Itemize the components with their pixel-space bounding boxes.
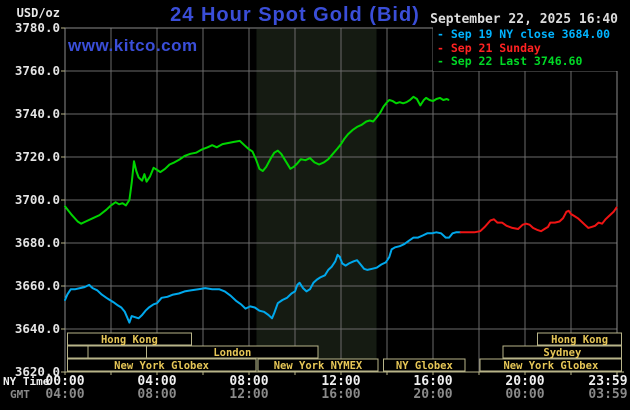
- y-tick-label: 3680.0: [14, 235, 60, 250]
- ny-time-axis-label: NY Time: [3, 375, 50, 388]
- ny-time-tick-label: 12:00: [321, 374, 361, 389]
- gmt-tick-label: 00:00: [505, 387, 545, 402]
- gmt-tick-label: 20:00: [413, 387, 453, 402]
- session-box: [66, 332, 192, 346]
- gmt-tick-label: 08:00: [137, 387, 177, 402]
- session-box: [502, 345, 623, 359]
- ny-time-tick-label: 08:00: [229, 374, 269, 389]
- session-box: [66, 358, 257, 372]
- session-box: [257, 358, 379, 372]
- series-line-sep-21-sunday: [459, 206, 618, 234]
- series-line-sep-19-ny-close: [64, 231, 462, 324]
- session-label-sydney: Sydney: [543, 347, 582, 359]
- y-tick-label: 3700.0: [14, 192, 60, 207]
- ny-time-tick-label: 00:00: [45, 374, 85, 389]
- session-label-new-york-globex: New York Globex: [114, 360, 209, 372]
- y-tick-label: 3660.0: [14, 278, 60, 293]
- y-tick-label: 3620.0: [14, 364, 60, 379]
- timestamp-label: September 22, 2025 16:40: [430, 12, 618, 27]
- y-tick-label: 3640.0: [14, 321, 60, 336]
- ny-time-tick-label: 16:00: [413, 374, 453, 389]
- gmt-tick-label: 04:00: [45, 387, 85, 402]
- y-tick-label: 3780.0: [14, 20, 60, 35]
- ny-time-tick-label: 20:00: [505, 374, 545, 389]
- gmt-tick-label: 12:00: [229, 387, 269, 402]
- legend-item: - Sep 22 Last 3746.60: [437, 54, 583, 68]
- ny-time-tick-label: 04:00: [137, 374, 177, 389]
- session-label-ny-globex: NY Globex: [395, 360, 453, 372]
- session-box: [146, 345, 319, 359]
- session-label-london: London: [213, 347, 252, 359]
- gmt-axis-label: GMT: [10, 388, 30, 401]
- session-label-new-york-globex: New York Globex: [503, 360, 599, 372]
- legend: - Sep 19 NY close 3684.00- Sep 21 Sunday…: [433, 27, 625, 71]
- session-box: [479, 358, 623, 372]
- y-tick-label: 3740.0: [14, 106, 60, 121]
- session-label-new-york-nymex: New York NYMEX: [273, 360, 363, 372]
- page-title: 24 Hour Spot Gold (Bid): [170, 4, 420, 26]
- gmt-tick-label: 03:59: [588, 387, 628, 402]
- legend-item: - Sep 19 NY close 3684.00: [437, 27, 611, 41]
- series-line-sep-22-last: [64, 95, 450, 225]
- y-tick-label: 3760.0: [14, 63, 60, 78]
- session-box: [66, 345, 89, 359]
- ny-time-tick-label: 23:59: [588, 374, 628, 389]
- session-box: [537, 332, 623, 346]
- y-axis-unit-label: USD/oz: [16, 6, 60, 20]
- session-label-hong-kong: Hong Kong: [551, 334, 609, 346]
- kitco-watermark-link[interactable]: www.kitco.com: [68, 36, 198, 55]
- session-box: [87, 345, 148, 359]
- y-tick-label: 3720.0: [14, 149, 60, 164]
- session-box: [383, 358, 466, 372]
- gmt-tick-label: 16:00: [321, 387, 361, 402]
- session-label-hong-kong: Hong Kong: [100, 334, 158, 346]
- legend-item: - Sep 21 Sunday: [437, 40, 541, 55]
